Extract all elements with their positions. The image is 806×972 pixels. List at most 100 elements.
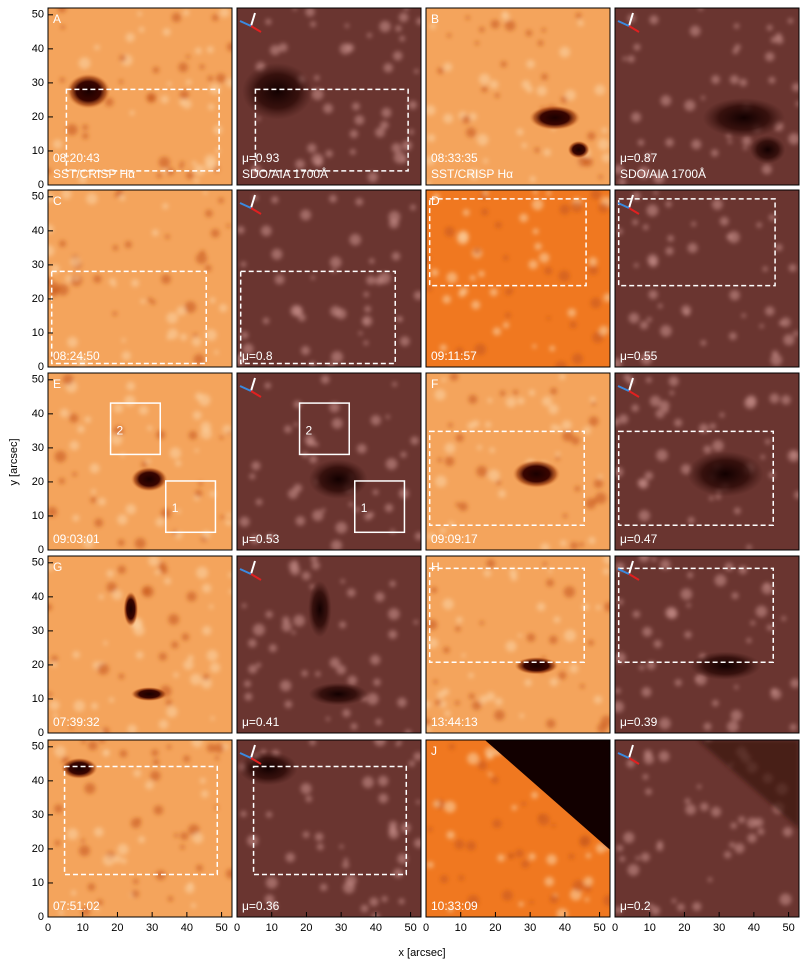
image — [426, 190, 610, 367]
granule — [555, 456, 560, 461]
panel-frame — [236, 372, 422, 551]
granule — [48, 691, 53, 697]
granule — [355, 197, 364, 206]
granule — [226, 512, 232, 518]
granule — [52, 139, 63, 149]
granule — [444, 800, 456, 813]
granule — [120, 857, 127, 864]
granule — [69, 413, 79, 423]
arrow-north — [628, 194, 634, 209]
granule — [70, 256, 81, 267]
granule — [597, 138, 610, 151]
granule — [461, 115, 471, 124]
granule — [638, 510, 650, 522]
aia-panel — [236, 189, 422, 368]
granule — [325, 716, 330, 721]
y-tick-label: 20 — [32, 111, 44, 123]
granule — [587, 639, 594, 646]
arrow-north — [250, 12, 256, 27]
instrument: SDO/AIA 1700Å — [242, 166, 328, 181]
granule — [540, 542, 550, 550]
granule — [469, 275, 476, 281]
granule — [598, 325, 609, 336]
granule — [768, 214, 776, 221]
granule — [603, 894, 610, 907]
granule — [102, 854, 115, 866]
granule — [757, 828, 765, 835]
granule — [301, 571, 311, 581]
granule — [584, 885, 592, 893]
granule — [446, 830, 455, 840]
granule — [558, 671, 567, 680]
granule — [84, 782, 96, 794]
granule — [377, 775, 389, 787]
granule — [66, 828, 79, 840]
granule — [794, 491, 799, 499]
granule — [441, 377, 447, 383]
granule — [546, 854, 557, 865]
aia-panel — [236, 555, 422, 734]
granule — [526, 59, 535, 69]
granule — [380, 120, 389, 130]
granule — [291, 630, 296, 635]
granule — [271, 248, 283, 260]
granule — [526, 633, 536, 642]
granule — [588, 416, 599, 427]
y-axis-label: y [arcsec] — [8, 438, 20, 485]
granule — [194, 47, 202, 55]
y-tick-label: 0 — [38, 727, 44, 739]
granule — [150, 770, 161, 782]
granule — [237, 226, 245, 234]
granule — [446, 272, 458, 283]
granule — [265, 18, 272, 25]
aia-panel: 0 10 20 30 40 50 — [234, 739, 422, 934]
granule — [314, 158, 323, 167]
granule — [580, 683, 585, 689]
granule — [369, 258, 375, 264]
granule — [167, 81, 172, 87]
granule — [153, 805, 164, 815]
granule — [214, 743, 224, 754]
granule — [96, 899, 104, 906]
granule — [193, 164, 206, 176]
y-tick-label: 40 — [32, 43, 44, 55]
granule — [426, 861, 434, 869]
granule — [504, 288, 513, 296]
granule — [623, 832, 635, 844]
panel-letter: H — [431, 560, 440, 574]
granule — [593, 478, 604, 489]
granule — [519, 713, 525, 719]
granule — [656, 449, 668, 462]
granule — [569, 664, 579, 674]
granule — [193, 177, 200, 184]
granule — [478, 73, 491, 85]
granule — [311, 561, 320, 570]
granule — [207, 103, 215, 111]
y-tick-label: 30 — [32, 809, 44, 821]
granule — [292, 8, 297, 11]
region-label: 2 — [306, 423, 313, 437]
granule — [83, 537, 95, 549]
halpha-panel — [425, 555, 611, 734]
granule — [241, 603, 247, 609]
granule — [188, 430, 198, 440]
granule — [494, 709, 505, 721]
granule — [117, 843, 129, 855]
granule — [729, 289, 740, 301]
granule — [658, 750, 670, 762]
timestamp: 09:09:17 — [431, 532, 478, 546]
granule — [398, 898, 405, 905]
granule — [505, 396, 517, 408]
granule — [618, 414, 629, 424]
x-tick-label: 40 — [181, 922, 193, 934]
granule — [160, 566, 168, 575]
image: 21 — [48, 373, 232, 550]
granule — [719, 412, 725, 418]
granule — [524, 678, 532, 687]
granule — [712, 699, 719, 707]
granule — [240, 810, 247, 818]
granule — [270, 902, 278, 910]
granule — [211, 14, 219, 22]
granule — [162, 202, 169, 210]
granule — [665, 200, 672, 208]
